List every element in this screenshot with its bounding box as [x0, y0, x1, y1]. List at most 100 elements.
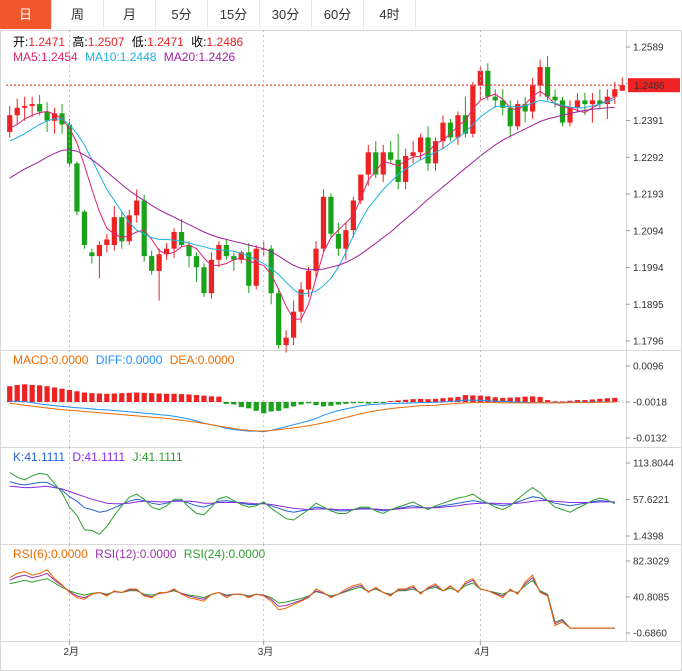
rsi12-line [9, 572, 615, 629]
macd-bar [96, 393, 102, 402]
candle-body [231, 256, 237, 260]
k-line [9, 481, 615, 513]
y-tick-label-price: 1.2094 [633, 226, 664, 237]
macd-bar [589, 399, 595, 402]
y-tick-label-price: 1.1895 [633, 300, 664, 311]
macd-bar [111, 393, 117, 402]
ma10-label: MA10: [85, 50, 120, 64]
macd-header: MACD:0.0000 DIFF:0.0000 DEA:0.0000 [13, 353, 235, 367]
tab-1[interactable]: 周 [52, 0, 104, 29]
price-header: 开:1.2471 高:1.2507 低:1.2471 收:1.2486 [13, 34, 244, 49]
macd-bar [51, 387, 58, 402]
macd-bar [410, 399, 416, 402]
y-tick-label-price: 1.1994 [633, 263, 664, 274]
k-value: 41.1111 [24, 450, 65, 464]
x-tick-label: 2月 [63, 646, 79, 658]
y-tick-label-kdj: 1.4398 [633, 532, 664, 543]
y-tick-label-kdj: 113.8044 [633, 459, 674, 470]
tab-0[interactable]: 日 [0, 0, 52, 29]
ma-header: MA5:1.2454 MA10:1.2448 MA20:1.2426 [13, 50, 236, 64]
candle-body [290, 311, 297, 338]
candle-body [320, 196, 327, 249]
rsi6-label: RSI(6): [13, 547, 51, 561]
candle-body [14, 107, 20, 116]
candle-body [440, 122, 446, 142]
candle-body [515, 104, 521, 127]
candle-body [574, 100, 581, 108]
candle-body [186, 244, 192, 257]
macd-bar [81, 392, 88, 402]
candle-body [522, 104, 528, 112]
tab-6[interactable]: 60分 [312, 0, 364, 29]
x-tick-label: 4月 [474, 646, 490, 658]
y-tick-label-macd: -0.0018 [633, 398, 667, 409]
tab-5[interactable]: 30分 [260, 0, 312, 29]
macd-bar [462, 395, 469, 402]
macd-bar [44, 386, 50, 402]
candle-body [597, 100, 603, 105]
macd-bar [477, 395, 483, 402]
candle-body [417, 137, 424, 153]
rsi12-value: 0.0000 [140, 547, 177, 561]
candle-body [193, 256, 200, 268]
candle-body [178, 232, 185, 245]
macd-bar [440, 398, 446, 402]
macd-bar [335, 402, 342, 405]
macd-bar [253, 402, 259, 411]
ma5-value: 1.2454 [41, 50, 78, 64]
y-tick-label-price: 1.2292 [633, 153, 664, 164]
macd-bar [507, 397, 513, 402]
macd-bar [238, 402, 244, 408]
macd-bar [119, 393, 125, 402]
tab-4[interactable]: 15分 [208, 0, 260, 29]
macd-bar [559, 401, 566, 403]
open-label: 开: [13, 35, 28, 49]
macd-bar [14, 384, 20, 402]
dea-value: 0.0000 [198, 353, 235, 367]
macd-bar [403, 399, 409, 402]
high-label: 高: [72, 34, 87, 49]
candle-body [343, 230, 349, 249]
dea-label: DEA: [170, 353, 198, 367]
candle-body [305, 270, 312, 290]
macd-bar [261, 402, 267, 414]
tab-7[interactable]: 4时 [364, 0, 416, 29]
macd-bar [455, 396, 461, 402]
candle-body [253, 248, 259, 286]
macd-bar [59, 388, 65, 402]
low-value: 1.2471 [147, 35, 184, 49]
macd-label: MACD: [13, 353, 52, 367]
macd-bar [612, 397, 618, 402]
candle-body [313, 248, 319, 271]
y-tick-label-rsi: 40.8085 [633, 593, 670, 604]
macd-bar [365, 402, 371, 404]
candle-body [619, 85, 625, 91]
macd-bar [582, 400, 588, 402]
open-value: 1.2471 [28, 35, 65, 49]
candle-body [582, 100, 588, 105]
candle-body [238, 252, 244, 260]
candle-body [589, 100, 595, 105]
macd-bar [163, 393, 170, 402]
y-tick-label-price: 1.2193 [633, 190, 664, 201]
rsi12-label: RSI(12): [95, 547, 140, 561]
macd-bar [37, 385, 43, 402]
macd-bar [66, 390, 73, 402]
macd-bar [604, 398, 610, 402]
candle-body [268, 248, 274, 294]
macd-bar [537, 396, 543, 402]
k-label: K: [13, 450, 24, 464]
x-axis-frame [0, 641, 682, 671]
candle-body [149, 256, 155, 271]
candle-body [156, 254, 162, 271]
macd-bar [500, 397, 506, 402]
tab-2[interactable]: 月 [104, 0, 156, 29]
y-tick-label-price: 1.1796 [633, 337, 664, 348]
candle-body [552, 96, 558, 101]
macd-bar [290, 402, 297, 407]
macd-bar [544, 400, 551, 402]
candle-body [51, 113, 58, 121]
candle-body [29, 104, 35, 106]
tab-3[interactable]: 5分 [156, 0, 208, 29]
